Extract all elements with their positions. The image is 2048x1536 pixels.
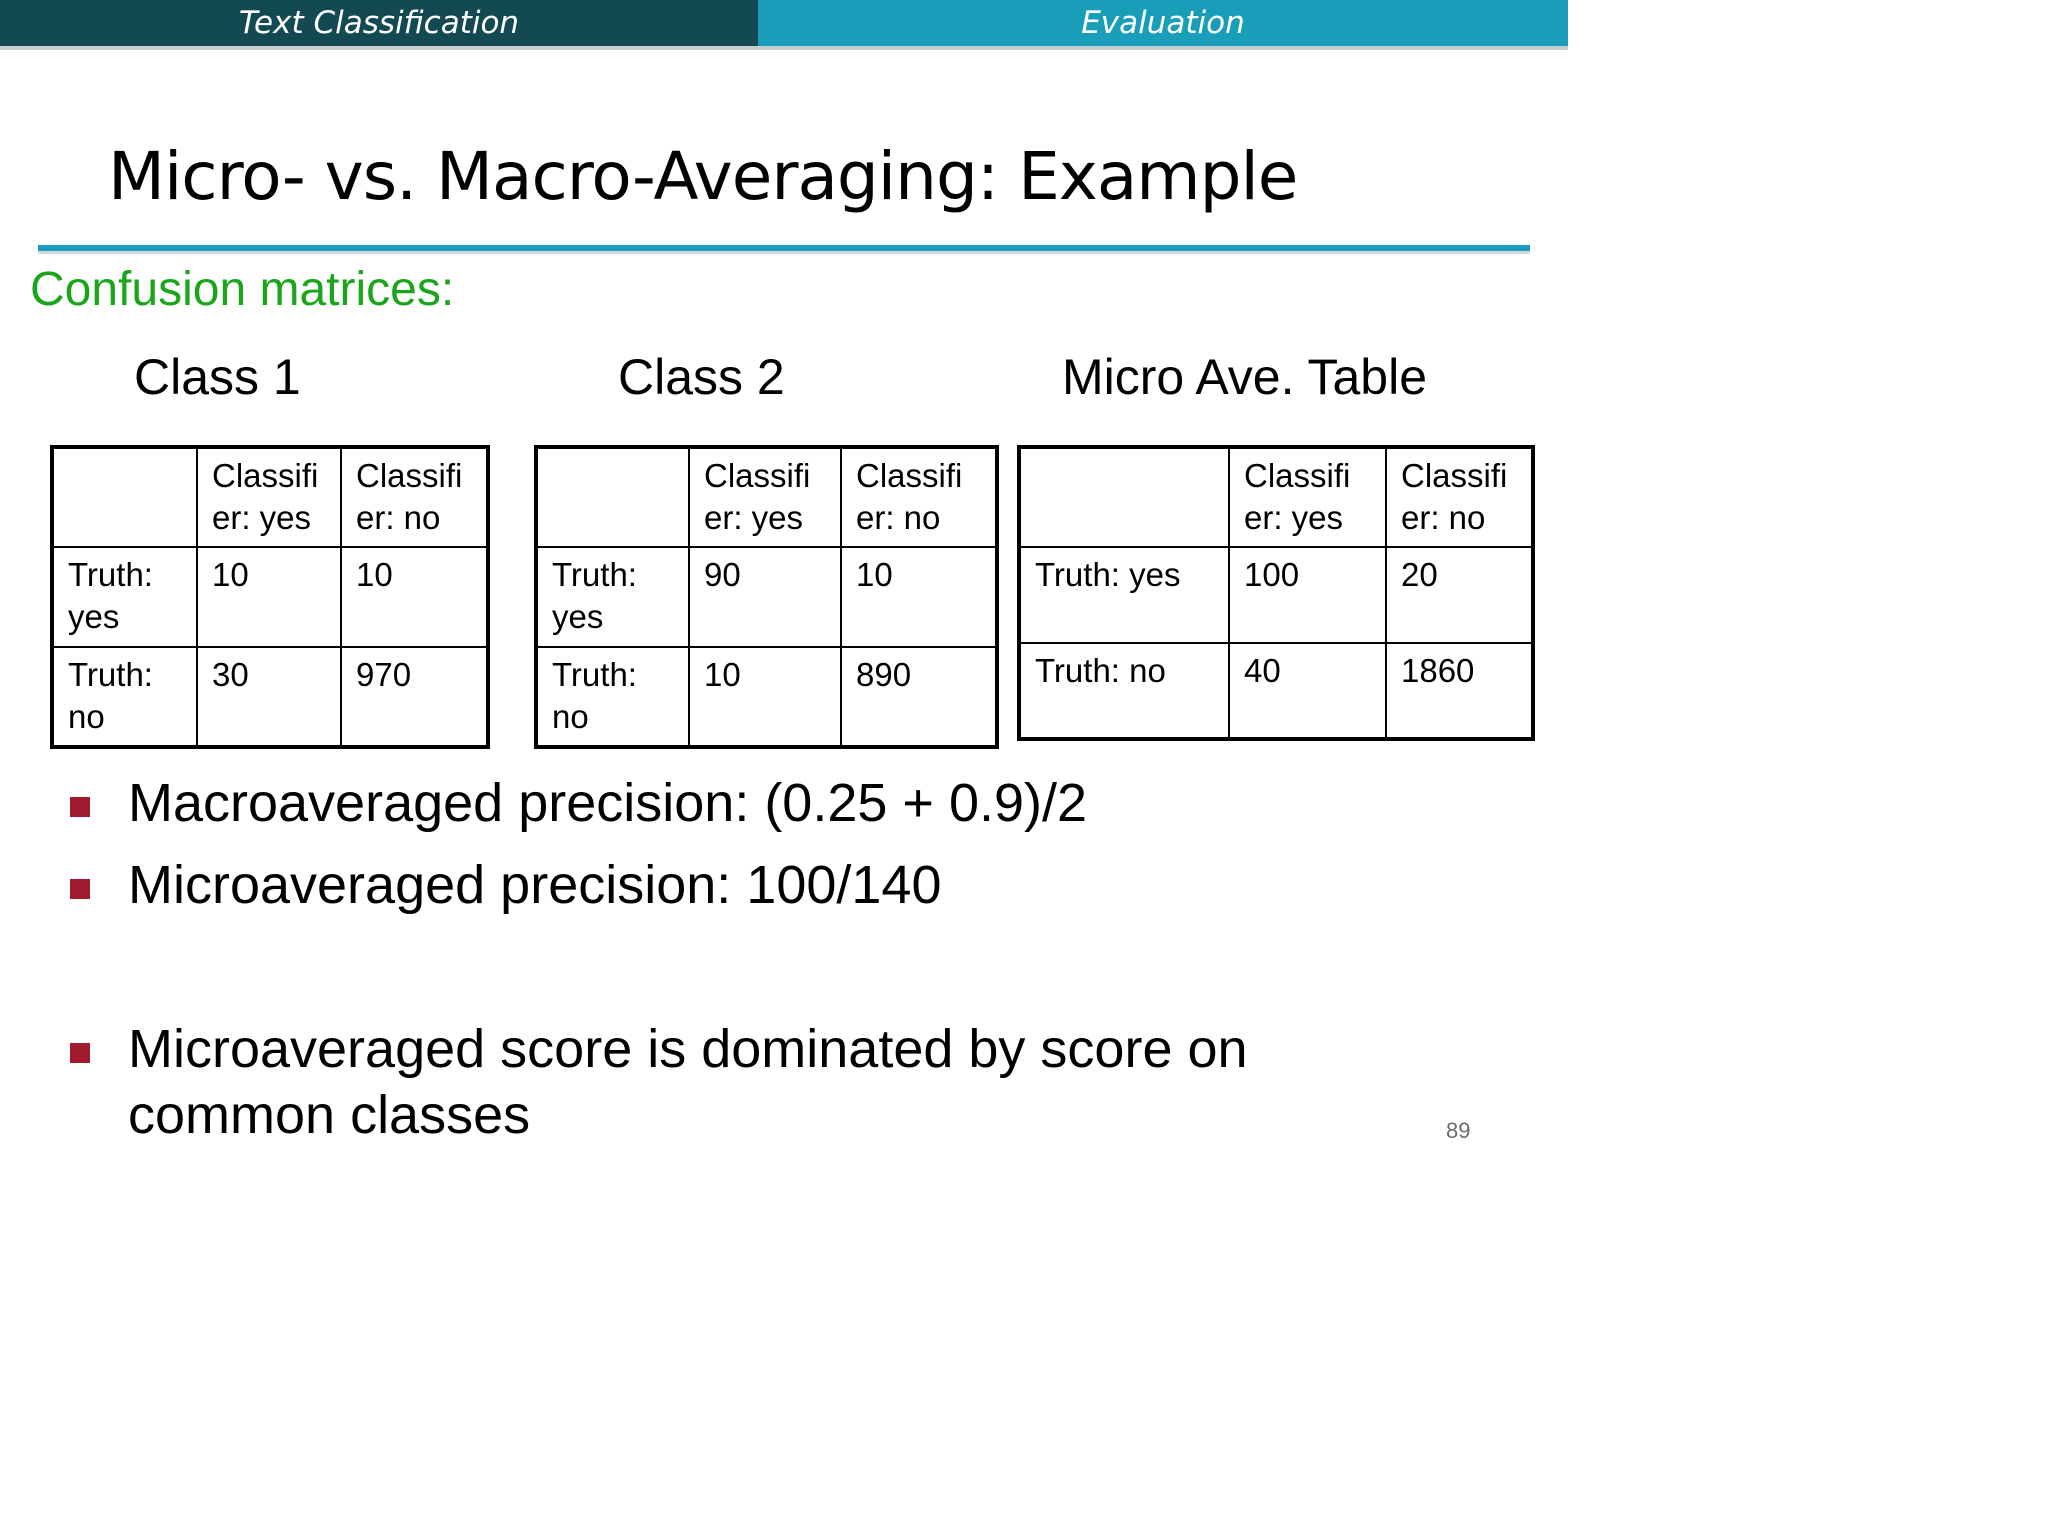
slide-title: Micro- vs. Macro-Averaging: Example — [108, 138, 1298, 215]
table-cell: 970 — [340, 646, 489, 748]
title-divider — [38, 245, 1530, 251]
section-bar: Text Classification Evaluation — [0, 0, 1568, 50]
class-1-heading: Class 1 — [134, 349, 301, 405]
title-divider-shadow — [38, 251, 1530, 254]
table-cell: 90 — [688, 546, 842, 648]
bullet-marker — [70, 1043, 90, 1063]
table-cell: 40 — [1228, 642, 1387, 740]
bullet-marker — [70, 797, 90, 817]
col-header-classifier-no: Classifi er: no — [1385, 446, 1534, 548]
table-row: Truth: no 30 970 — [51, 646, 489, 748]
section-tab-evaluation: Evaluation — [758, 0, 1568, 46]
table-cell: 100 — [1228, 546, 1387, 644]
col-header-classifier-no: Classifi er: no — [340, 446, 489, 548]
confusion-matrix-class-1: Classifi er: yes Classifi er: no Truth: yes… — [50, 445, 490, 749]
table-corner-cell — [1018, 446, 1230, 548]
col-header-classifier-yes: Classifi er: yes — [688, 446, 842, 548]
table-cell: 10 — [840, 546, 998, 648]
micro-average-matrix: Classifi er: yes Classifi er: no Truth: ye… — [1017, 445, 1535, 741]
row-label-truth-yes: Truth: yes — [535, 546, 690, 648]
table-row: Truth: no 10 890 — [535, 646, 998, 748]
page-number: 89 — [1446, 1118, 1471, 1143]
table-corner-cell — [535, 446, 690, 548]
section-bar-divider — [0, 46, 1568, 50]
table-row: Truth: yes 90 10 — [535, 546, 998, 648]
table-cell: 1860 — [1385, 642, 1534, 740]
bullet-marker — [70, 879, 90, 899]
confusion-matrix-class-2: Classifi er: yes Classifi er: no Truth: yes… — [534, 445, 999, 749]
table-row: Truth: yes 100 20 — [1018, 546, 1534, 644]
row-label-truth-no: Truth: no — [1018, 642, 1230, 740]
table-header-row: Classifi er: yes Classifi er: no — [535, 446, 998, 548]
table-cell: 10 — [340, 546, 489, 648]
row-label-truth-no: Truth: no — [51, 646, 198, 748]
bullet-line: Microaveraged score is dominated by scor… — [128, 1019, 1248, 1079]
row-label-truth-no: Truth: no — [535, 646, 690, 748]
row-label-truth-yes: Truth: yes — [51, 546, 198, 648]
bullet-macro-precision: Macroaveraged precision: (0.25 + 0.9)/2 — [128, 773, 1088, 833]
table-cell: 30 — [196, 646, 342, 748]
row-label-truth-yes: Truth: yes — [1018, 546, 1230, 644]
col-header-classifier-yes: Classifi er: yes — [1228, 446, 1387, 548]
micro-ave-heading: Micro Ave. Table — [1062, 349, 1428, 405]
bullet-micro-precision: Microaveraged precision: 100/140 — [128, 855, 942, 915]
table-cell: 20 — [1385, 546, 1534, 644]
bullet-line: common classes — [128, 1085, 531, 1145]
slide-subtitle: Confusion matrices: — [30, 263, 455, 316]
section-tab-text-classification: Text Classification — [0, 0, 758, 46]
table-header-row: Classifi er: yes Classifi er: no — [51, 446, 489, 548]
table-corner-cell — [51, 446, 198, 548]
table-row: Truth: yes 10 10 — [51, 546, 489, 648]
class-2-heading: Class 2 — [618, 349, 785, 405]
table-cell: 10 — [196, 546, 342, 648]
table-header-row: Classifi er: yes Classifi er: no — [1018, 446, 1534, 548]
table-cell: 10 — [688, 646, 842, 748]
col-header-classifier-yes: Classifi er: yes — [196, 446, 342, 548]
table-row: Truth: no 40 1860 — [1018, 642, 1534, 740]
table-cell: 890 — [840, 646, 998, 748]
col-header-classifier-no: Classifi er: no — [840, 446, 998, 548]
bullet-micro-dominated: Microaveraged score is dominated by scor… — [128, 1016, 1248, 1148]
